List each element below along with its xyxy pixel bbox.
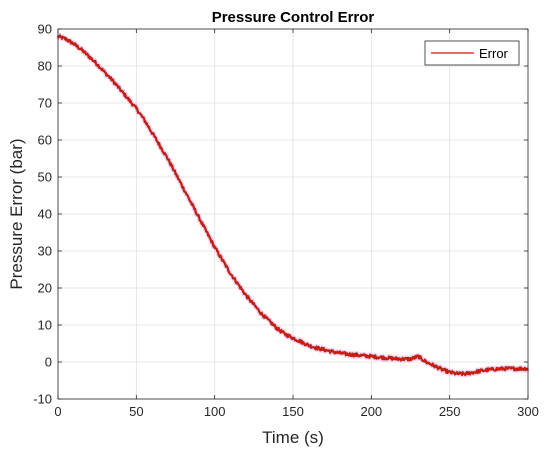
x-tick-label: 100 (204, 404, 226, 419)
y-tick-label: 40 (38, 207, 52, 222)
y-tick-label: 70 (38, 96, 52, 111)
y-tick-label: 80 (38, 59, 52, 74)
legend: Error (424, 40, 520, 66)
y-axis-ticks: -10 0 10 20 30 40 50 60 70 80 90 (33, 22, 528, 407)
x-tick-label: 150 (282, 404, 304, 419)
x-axis-ticks: 0 50 100 150 200 250 300 (54, 29, 539, 419)
y-tick-label: 20 (38, 281, 52, 296)
x-tick-label: 250 (439, 404, 461, 419)
chart-title: Pressure Control Error (212, 9, 375, 26)
y-axis-label: Pressure Error (bar) (7, 138, 26, 289)
y-tick-label: 50 (38, 170, 52, 185)
y-tick-label: 0 (45, 355, 52, 370)
x-tick-label: 200 (360, 404, 382, 419)
y-tick-label: 90 (38, 22, 52, 37)
x-tick-label: 0 (54, 404, 61, 419)
x-tick-label: 300 (517, 404, 539, 419)
series-line-error (57, 34, 529, 376)
x-tick-label: 50 (129, 404, 143, 419)
series-layer (55, 32, 530, 378)
y-tick-label: 10 (38, 318, 52, 333)
x-axis-label: Time (s) (262, 428, 324, 447)
y-tick-label: 30 (38, 244, 52, 259)
y-tick-label: -10 (33, 392, 52, 407)
legend-entry-error: Error (479, 46, 509, 61)
y-tick-label: 60 (38, 133, 52, 148)
